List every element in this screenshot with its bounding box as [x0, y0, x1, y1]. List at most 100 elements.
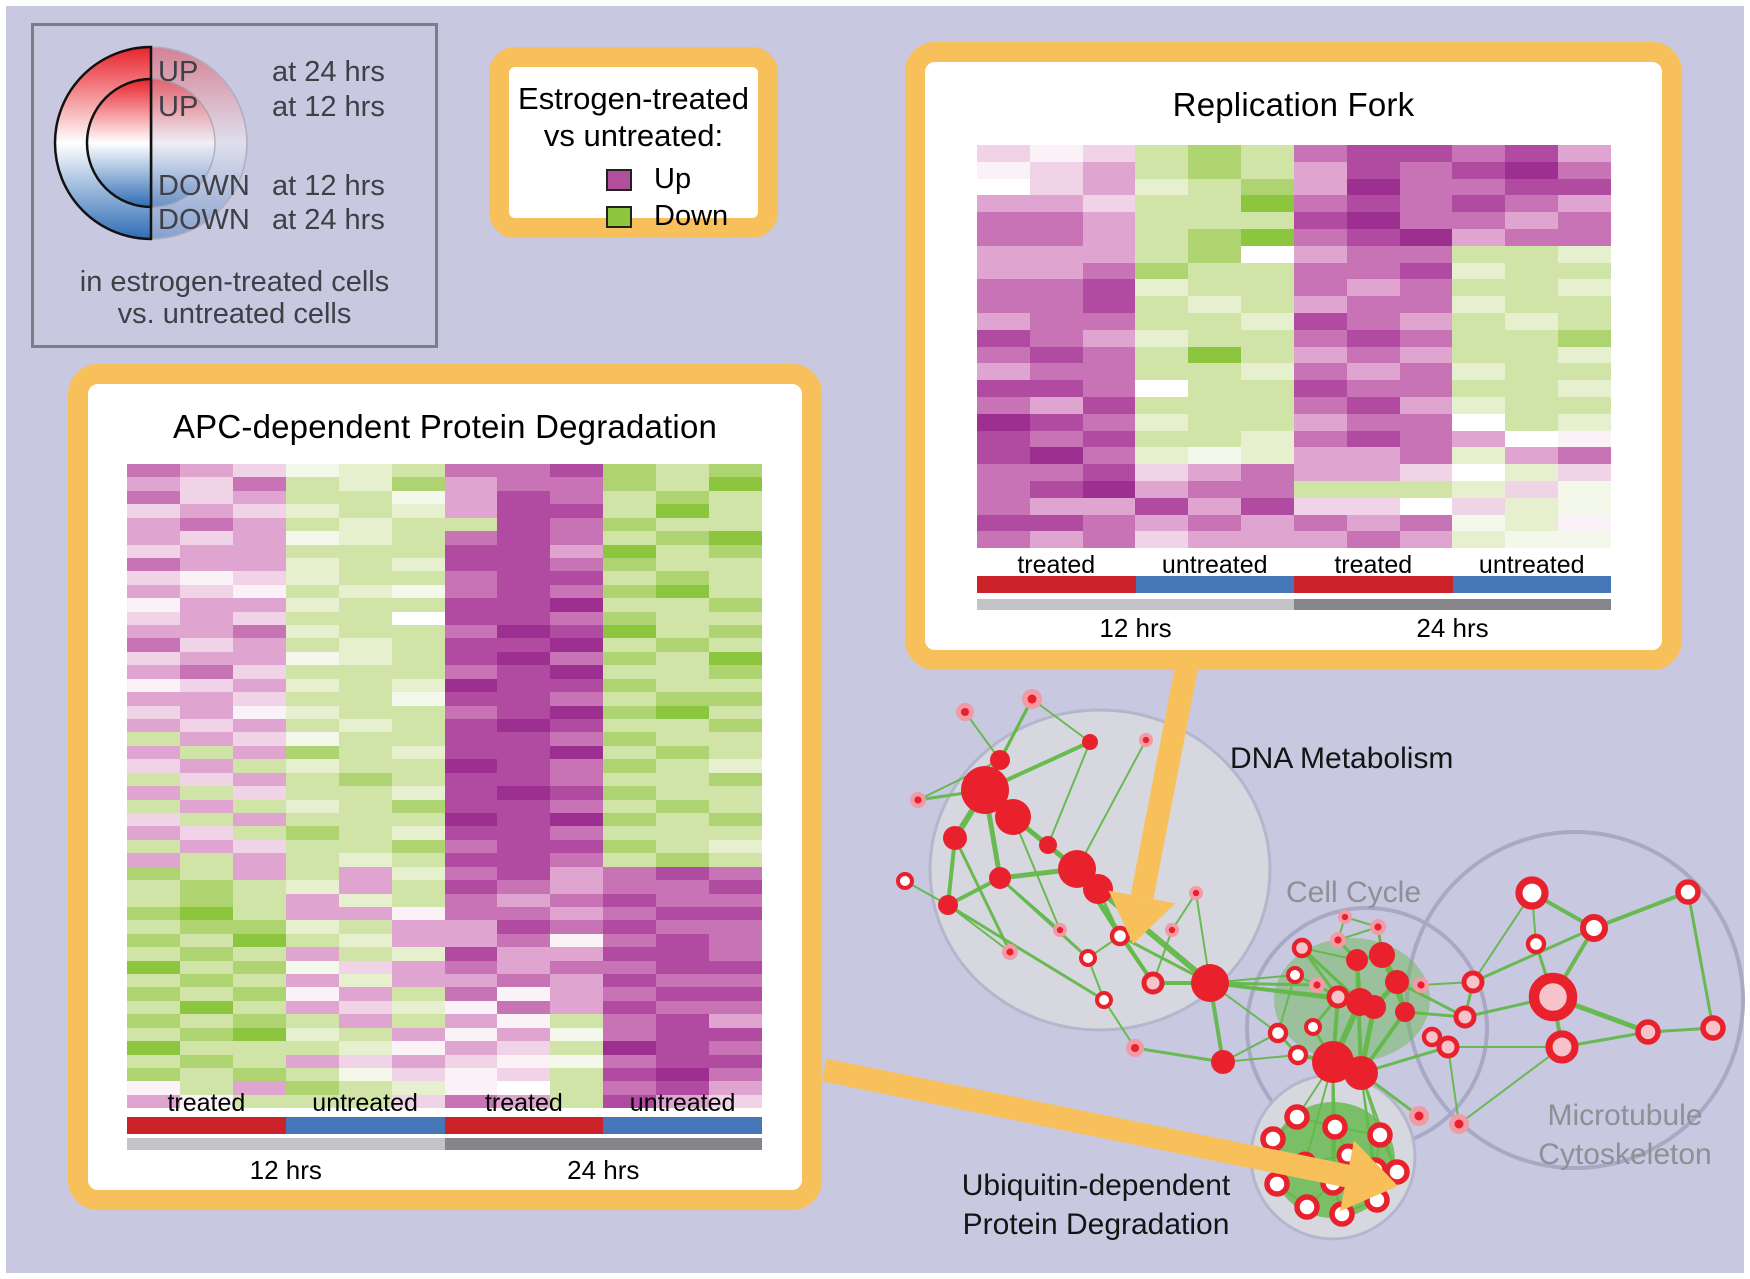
heatmap-row: [127, 1054, 763, 1068]
ring-time-12: at 12 hrs: [272, 91, 385, 123]
heatmap-row: [127, 678, 763, 693]
down-color-swatch: [606, 205, 632, 228]
heatmap-row: [127, 1081, 763, 1095]
heatmap-row: [127, 893, 763, 907]
apc-group-treated-24: treated: [484, 1089, 563, 1117]
apc-time-12hrs: 12 hrs: [249, 1155, 322, 1185]
heatmap-row: [127, 571, 763, 585]
heatmap-row: [127, 906, 763, 921]
rf-time-bars: [977, 599, 1611, 610]
heatmap-row: [127, 490, 763, 505]
heatmap-row: [977, 329, 1611, 347]
heatmap-row: [127, 625, 763, 639]
rf-time-24hrs: 24 hrs: [1416, 613, 1489, 643]
ring-time-down-12: at 12 hrs: [272, 170, 385, 202]
replication-fork-panel: Replication Fork treated untreated treat…: [905, 42, 1682, 670]
rf-time-12hrs: 12 hrs: [1099, 613, 1172, 643]
ring-label-down-24: DOWN: [158, 204, 250, 236]
heatmap-row: [127, 799, 763, 813]
heatmap-row: [127, 853, 763, 867]
legend-item-up: Up: [606, 163, 691, 196]
heatmap-row: [127, 504, 763, 518]
heatmap-row: [977, 447, 1611, 465]
heatmap-row: [127, 665, 763, 679]
heatmap-row: [127, 1014, 763, 1028]
heatmap-row: [977, 514, 1611, 532]
heatmap-row: [977, 178, 1611, 196]
ring-legend-caption-2: vs. untreated cells: [117, 298, 352, 330]
heatmap-row: [977, 497, 1611, 515]
heatmap-row: [977, 480, 1611, 498]
heatmap-row: [127, 651, 763, 666]
heatmap-row: [977, 296, 1611, 313]
heatmap-row: [127, 759, 763, 773]
heatmap-row: [977, 346, 1611, 364]
down-label: Down: [654, 200, 729, 232]
heatmap-row: [127, 732, 763, 746]
heatmap-row: [127, 786, 763, 800]
heatmap-row: [127, 920, 763, 934]
ubiquitin-degradation-label: Ubiquitin-dependent Protein Degradation: [961, 1169, 1231, 1241]
heatmap-row: [127, 531, 763, 545]
heatmap-row: [977, 245, 1611, 263]
heatmap-row: [127, 1041, 763, 1055]
apc-condition-bars: [127, 1117, 762, 1134]
dna-metabolism-label: DNA Metabolism: [1230, 742, 1454, 775]
rf-group-treated-12: treated: [1017, 551, 1096, 579]
updown-legend-box: Estrogen-treated vs untreated: Up Down: [489, 47, 778, 238]
apc-time-labels: 12 hrs 24 hrs: [127, 1155, 762, 1186]
heatmap-row: [127, 1000, 763, 1015]
heatmap-row: [127, 933, 763, 948]
heatmap-row: [127, 464, 763, 478]
ring-legend-caption-1: in estrogen-treated cells: [79, 266, 390, 298]
ring-legend-box: UP at 24 hrs UP at 12 hrs DOWN at 12 hrs…: [31, 23, 438, 348]
heatmap-row: [977, 396, 1611, 414]
heatmap-row: [977, 380, 1611, 397]
apc-time-bars: [127, 1138, 762, 1150]
ring-label-up-24: UP: [158, 56, 199, 88]
heatmap-row: [977, 363, 1611, 381]
ring-label-up-12: UP: [158, 91, 199, 123]
heatmap-row: [127, 1027, 763, 1042]
heatmap-row: [977, 312, 1611, 330]
apc-group-treated-12: treated: [167, 1089, 246, 1117]
heatmap-row: [977, 161, 1611, 179]
heatmap-row: [127, 692, 763, 706]
replication-fork-title: Replication Fork: [1172, 86, 1415, 123]
heatmap-row: [127, 719, 763, 733]
microtubule-cytoskeleton-label: Microtubule Cytoskeleton: [1538, 1099, 1712, 1171]
heatmap-row: [127, 866, 763, 881]
heatmap-row: [127, 960, 763, 975]
heatmap-row: [127, 517, 763, 532]
rf-group-labels: treated untreated treated untreated: [977, 551, 1611, 580]
up-color-swatch: [606, 168, 632, 191]
heatmap-row: [127, 584, 763, 599]
heatmap-row: [127, 705, 763, 720]
heatmap-row: [127, 839, 763, 854]
heatmap-row: [127, 826, 763, 840]
heatmap-row: [977, 430, 1611, 448]
apc-panel-title: APC-dependent Protein Degradation: [172, 408, 718, 445]
apc-group-untreated-12: untreated: [312, 1089, 418, 1117]
rf-group-untreated-12: untreated: [1161, 551, 1268, 579]
heatmap-row: [127, 812, 763, 827]
rf-condition-bars: [977, 576, 1611, 593]
apc-group-untreated-24: untreated: [629, 1089, 736, 1117]
heatmap-row: [127, 1094, 763, 1109]
heatmap-row: [127, 638, 763, 652]
apc-heatmap: [127, 464, 763, 1109]
heatmap-row: [977, 195, 1611, 213]
heatmap-row: [127, 947, 763, 961]
heatmap-row: [127, 557, 763, 572]
heatmap-row: [127, 772, 763, 787]
replication-fork-heatmap: [977, 145, 1611, 549]
ring-time-24: at 24 hrs: [272, 56, 385, 88]
heatmap-row: [127, 745, 763, 760]
heatmap-row: [977, 413, 1611, 431]
updown-legend-title: Estrogen-treated vs untreated:: [518, 81, 749, 153]
heatmap-row: [127, 1067, 763, 1082]
heatmap-row: [127, 987, 763, 1001]
heatmap-row: [127, 477, 763, 491]
ring-label-down-12: DOWN: [158, 170, 250, 202]
